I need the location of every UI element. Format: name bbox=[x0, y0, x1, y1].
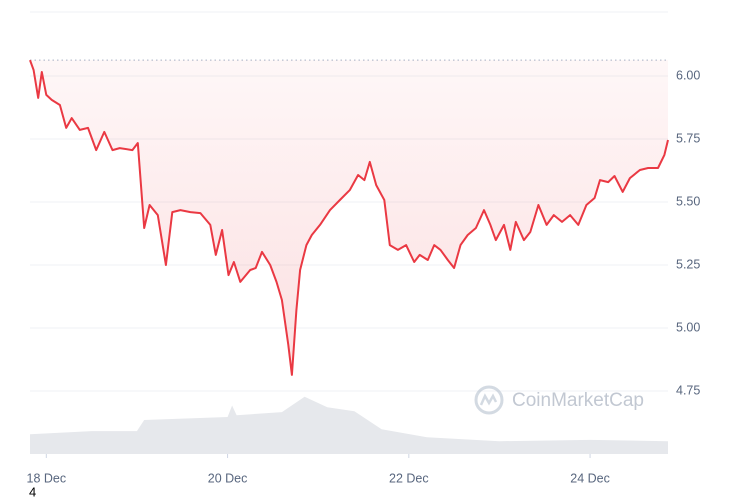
y-tick-label: 6.00 bbox=[676, 68, 700, 82]
y-tick-label: 4.75 bbox=[676, 383, 700, 397]
volume-area bbox=[30, 396, 668, 454]
y-tick-label: 5.25 bbox=[676, 257, 700, 271]
x-tick-label: 18 Dec bbox=[27, 471, 67, 485]
y-tick-label: 5.50 bbox=[676, 194, 700, 208]
watermark-logo bbox=[474, 385, 504, 415]
y-tick-label: 5.00 bbox=[676, 320, 700, 334]
price-fill bbox=[30, 60, 668, 375]
price-line bbox=[29, 59, 669, 376]
footnote: 4 bbox=[29, 484, 36, 499]
watermark: CoinMarketCap bbox=[512, 390, 644, 411]
x-tick-label: 22 Dec bbox=[389, 471, 429, 485]
y-tick-label: 5.75 bbox=[676, 131, 700, 145]
x-tick-label: 24 Dec bbox=[570, 471, 610, 485]
x-tick-label: 20 Dec bbox=[208, 471, 248, 485]
